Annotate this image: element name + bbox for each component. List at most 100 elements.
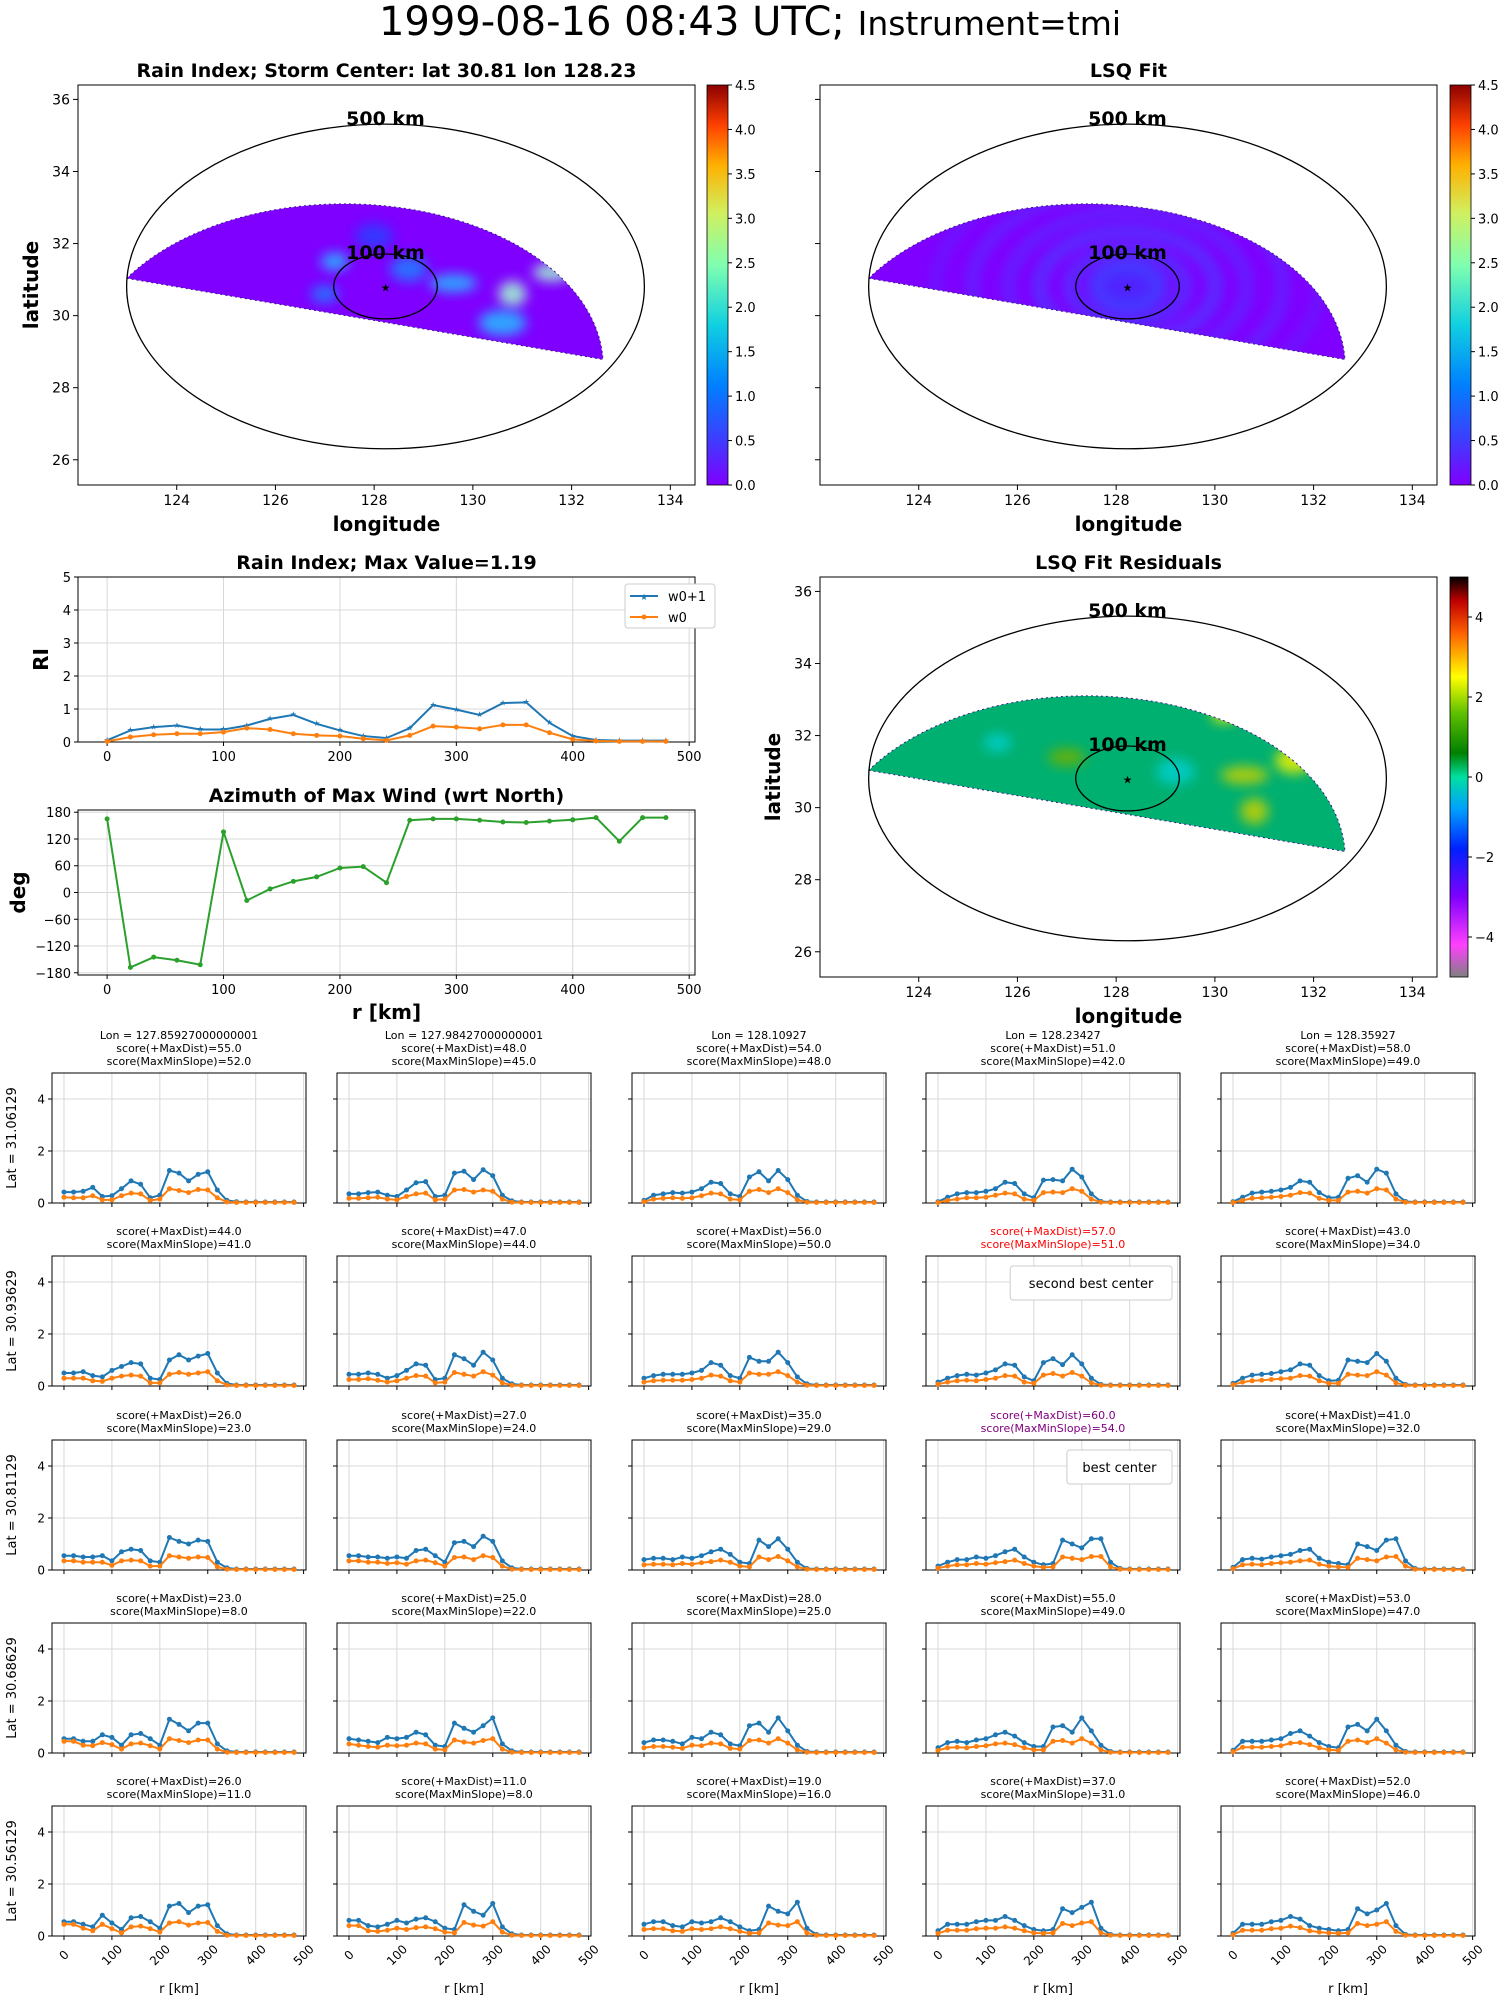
grid-cell-r3-c3-w0-point [954,1744,960,1750]
grid-cell-r3-c2-w0-point [852,1749,858,1755]
grid-cell-r0-c4-w0-point [1374,1186,1380,1192]
grid-cell-r0-c0-w0plus1-point [195,1171,201,1177]
rain_map-axes-frame [77,84,696,486]
grid-cell-r3-c0-w0plus1-point [195,1720,201,1726]
grid-cell-r1-c0-w0plus1-point [71,1370,77,1376]
grid-cell-r2-c0-w0-point [214,1564,220,1570]
grid-cell-r0-c4-w0-point [1326,1197,1332,1203]
grid-cell-r3-c3-w0plus1-point [1079,1715,1085,1721]
grid-cell-r2-c4-w0-point [1326,1563,1332,1569]
grid-cell-r4-c3-w0plus1-point [1002,1914,1008,1919]
grid-cell-r1-c3-w0-point [1088,1380,1094,1386]
grid-cell-r4-c0-w0plus1-point [80,1921,86,1927]
grid-cell-r2-c1-w0-point [499,1563,505,1569]
grid-cell-r4-c1-w0plus1-point [442,1925,448,1931]
grid-cell-r3-c2-w0-point [804,1749,810,1755]
grid-cell-r0-c2-w0plus1-point [727,1191,733,1197]
grid-cell-r0-c3-w0plus1-point [1060,1178,1066,1184]
grid-cell-r1-c1-score-maxminslope: score(MaxMinSlope)=44.0 [392,1238,537,1251]
grid-cell-r0-c2-w0-point [689,1195,695,1201]
grid-cell-r0-c4-w0plus1-point [1287,1184,1293,1190]
rain-index-series-w0plus1-point: ★ [197,725,204,734]
rain-index-series-w0-point [244,725,250,731]
azimuth-series-point [430,816,436,822]
grid-cell-r1-c1-w0plus1-point [413,1361,419,1367]
grid-cell-r2-c1-w0-point [442,1563,448,1569]
grid-cell-r3-c3-w0-point [1002,1740,1008,1746]
grid-cell-r3-c3-w0plus1-point [1050,1724,1056,1730]
grid-cell-r1-c2-w0plus1-point [670,1371,676,1377]
grid-cell-r1-c0-w0-point [291,1382,297,1388]
grid-cell-r2-c2-w0plus1-point [641,1557,647,1563]
grid-cell-r4-c2-w0-point [718,1924,724,1930]
grid-cell-r1-c4-w0-point [1431,1382,1437,1388]
rain_map-xtick-label: 132 [558,493,585,509]
grid-cell-r4-c4-xtick-label: 500 [1460,1942,1486,1968]
grid-cell-r3-c4-w0plus1-point [1287,1731,1293,1736]
grid-cell-r2-c3-w0-point [983,1561,989,1567]
grid-cell-r2-c0-w0plus1-point [128,1546,134,1552]
grid-cell-r4-c1-w0plus1-point [346,1917,352,1923]
grid-cell-r2-c1-w0plus1-point [490,1538,496,1544]
grid-cell-r4-c1-w0plus1-point [480,1912,486,1918]
grid-cell-r1-c1-w0plus1-point [394,1373,400,1379]
grid-cell-r2-c2: score(+MaxDist)=35.0score(MaxMinSlope)=2… [628,1409,887,1574]
grid-cell-r4-c2-w0-point [785,1923,791,1929]
grid-cell-r4-c4: 0 100 200 300 400 500 score(+MaxDist)=52.0scor… [1217,1775,1486,1997]
rain-index-series-w0-point [267,726,273,732]
rain-index-series-w0plus1-point: ★ [476,710,483,719]
rain-index-series-w0plus1-point: ★ [313,719,320,728]
grid-cell-r0-c2-w0-point [842,1199,848,1205]
grid-cell-r3-c1-w0-point [576,1749,582,1755]
grid-cell-r0-c1-w0-point [384,1196,390,1202]
grid-cell-r3-c4-w0-point [1355,1737,1361,1743]
grid-cell-r0-c4-lon-title: Lon = 128.35927 [1300,1029,1395,1042]
grid-cell-r1-c1-w0plus1-point [490,1357,496,1363]
grid-cell-r4-c0-frame [51,1805,307,1937]
grid-cell-r1-c0-w0-point [176,1369,182,1375]
grid-cell-r2-c1-w0plus1-point [471,1544,477,1550]
grid-cell-r2-c2-w0plus1-point [679,1554,685,1560]
grid-cell-r0-c3-w0plus1-point [1021,1191,1027,1197]
grid-cell-r1-c4-w0-point [1441,1382,1447,1388]
grid-cell-r1-c2-w0-point [718,1373,724,1379]
grid-cell-r1-c3-w0-point [1050,1371,1056,1377]
grid-cell-r3-c0-w0-point [253,1749,259,1755]
grid-cell-r4-c4-w0-point [1297,1925,1303,1931]
grid-cell-r1-c2-w0plus1-point [660,1371,666,1377]
grid-cell-r2-c2-w0-point [852,1566,858,1572]
rain_map-xtick-label: 128 [361,493,388,509]
grid-cell-r0-c0-w0plus1-point [90,1184,96,1190]
grid-cell-r3-c1-w0-point [490,1736,496,1742]
grid-cell-r0-c0-w0-point [186,1190,192,1196]
grid-cell-r0-c4-w0-point [1441,1199,1447,1205]
grid-cell-r4-c2-w0plus1-point [775,1908,781,1914]
grid-cell-r4-c3-w0-point [954,1927,960,1933]
grid-cell-r1-c4-w0plus1-point [1307,1362,1313,1368]
grid-cell-r3-c0-w0-point [128,1741,134,1747]
grid-cell-r2-c1-w0plus1-point [451,1540,457,1546]
grid-cell-r4-c4-w0-point [1287,1923,1293,1929]
grid-cell-r3-c0-w0-point [291,1749,297,1755]
grid-cell-r2-c4-w0-point [1287,1559,1293,1565]
grid-cell-r4-c2-xtick-label: 0 [637,1948,652,1963]
grid-cell-r0-c0-w0plus1-point [109,1193,115,1199]
residual_map-rain-cell [1156,758,1195,785]
rain_map-rain-cell [355,223,394,250]
grid-cell-r1-c4-w0-point [1355,1372,1361,1378]
azimuth-series-point [337,865,343,871]
grid-cell-r4-c1-w0-point [566,1932,572,1938]
residual_map-xtick-label: 128 [1103,985,1130,1001]
azimuth-panel-ytick-label: 180 [46,806,71,821]
grid-cell-r1-c1-w0-point [461,1371,467,1377]
grid-cell-r1-c1-w0-point [356,1377,362,1382]
grid-cell-r1-c3-w0plus1-point [973,1372,979,1378]
grid-cell-r2-c4-w0-point [1422,1566,1428,1572]
grid-cell-r3-c0-frame [51,1622,307,1754]
grid-cell-r1-c0-w0-point [138,1373,144,1379]
grid-cell-r1-c4-w0-point [1364,1373,1370,1379]
grid-cell-r1-c2-w0plus1-point [708,1360,714,1366]
grid-cell-r1-c1-w0-point [480,1369,486,1375]
lsq_map-colorbar-label: 2.5 [1478,257,1499,272]
grid-cell-r1-c3-w0plus1-point [1069,1352,1075,1358]
